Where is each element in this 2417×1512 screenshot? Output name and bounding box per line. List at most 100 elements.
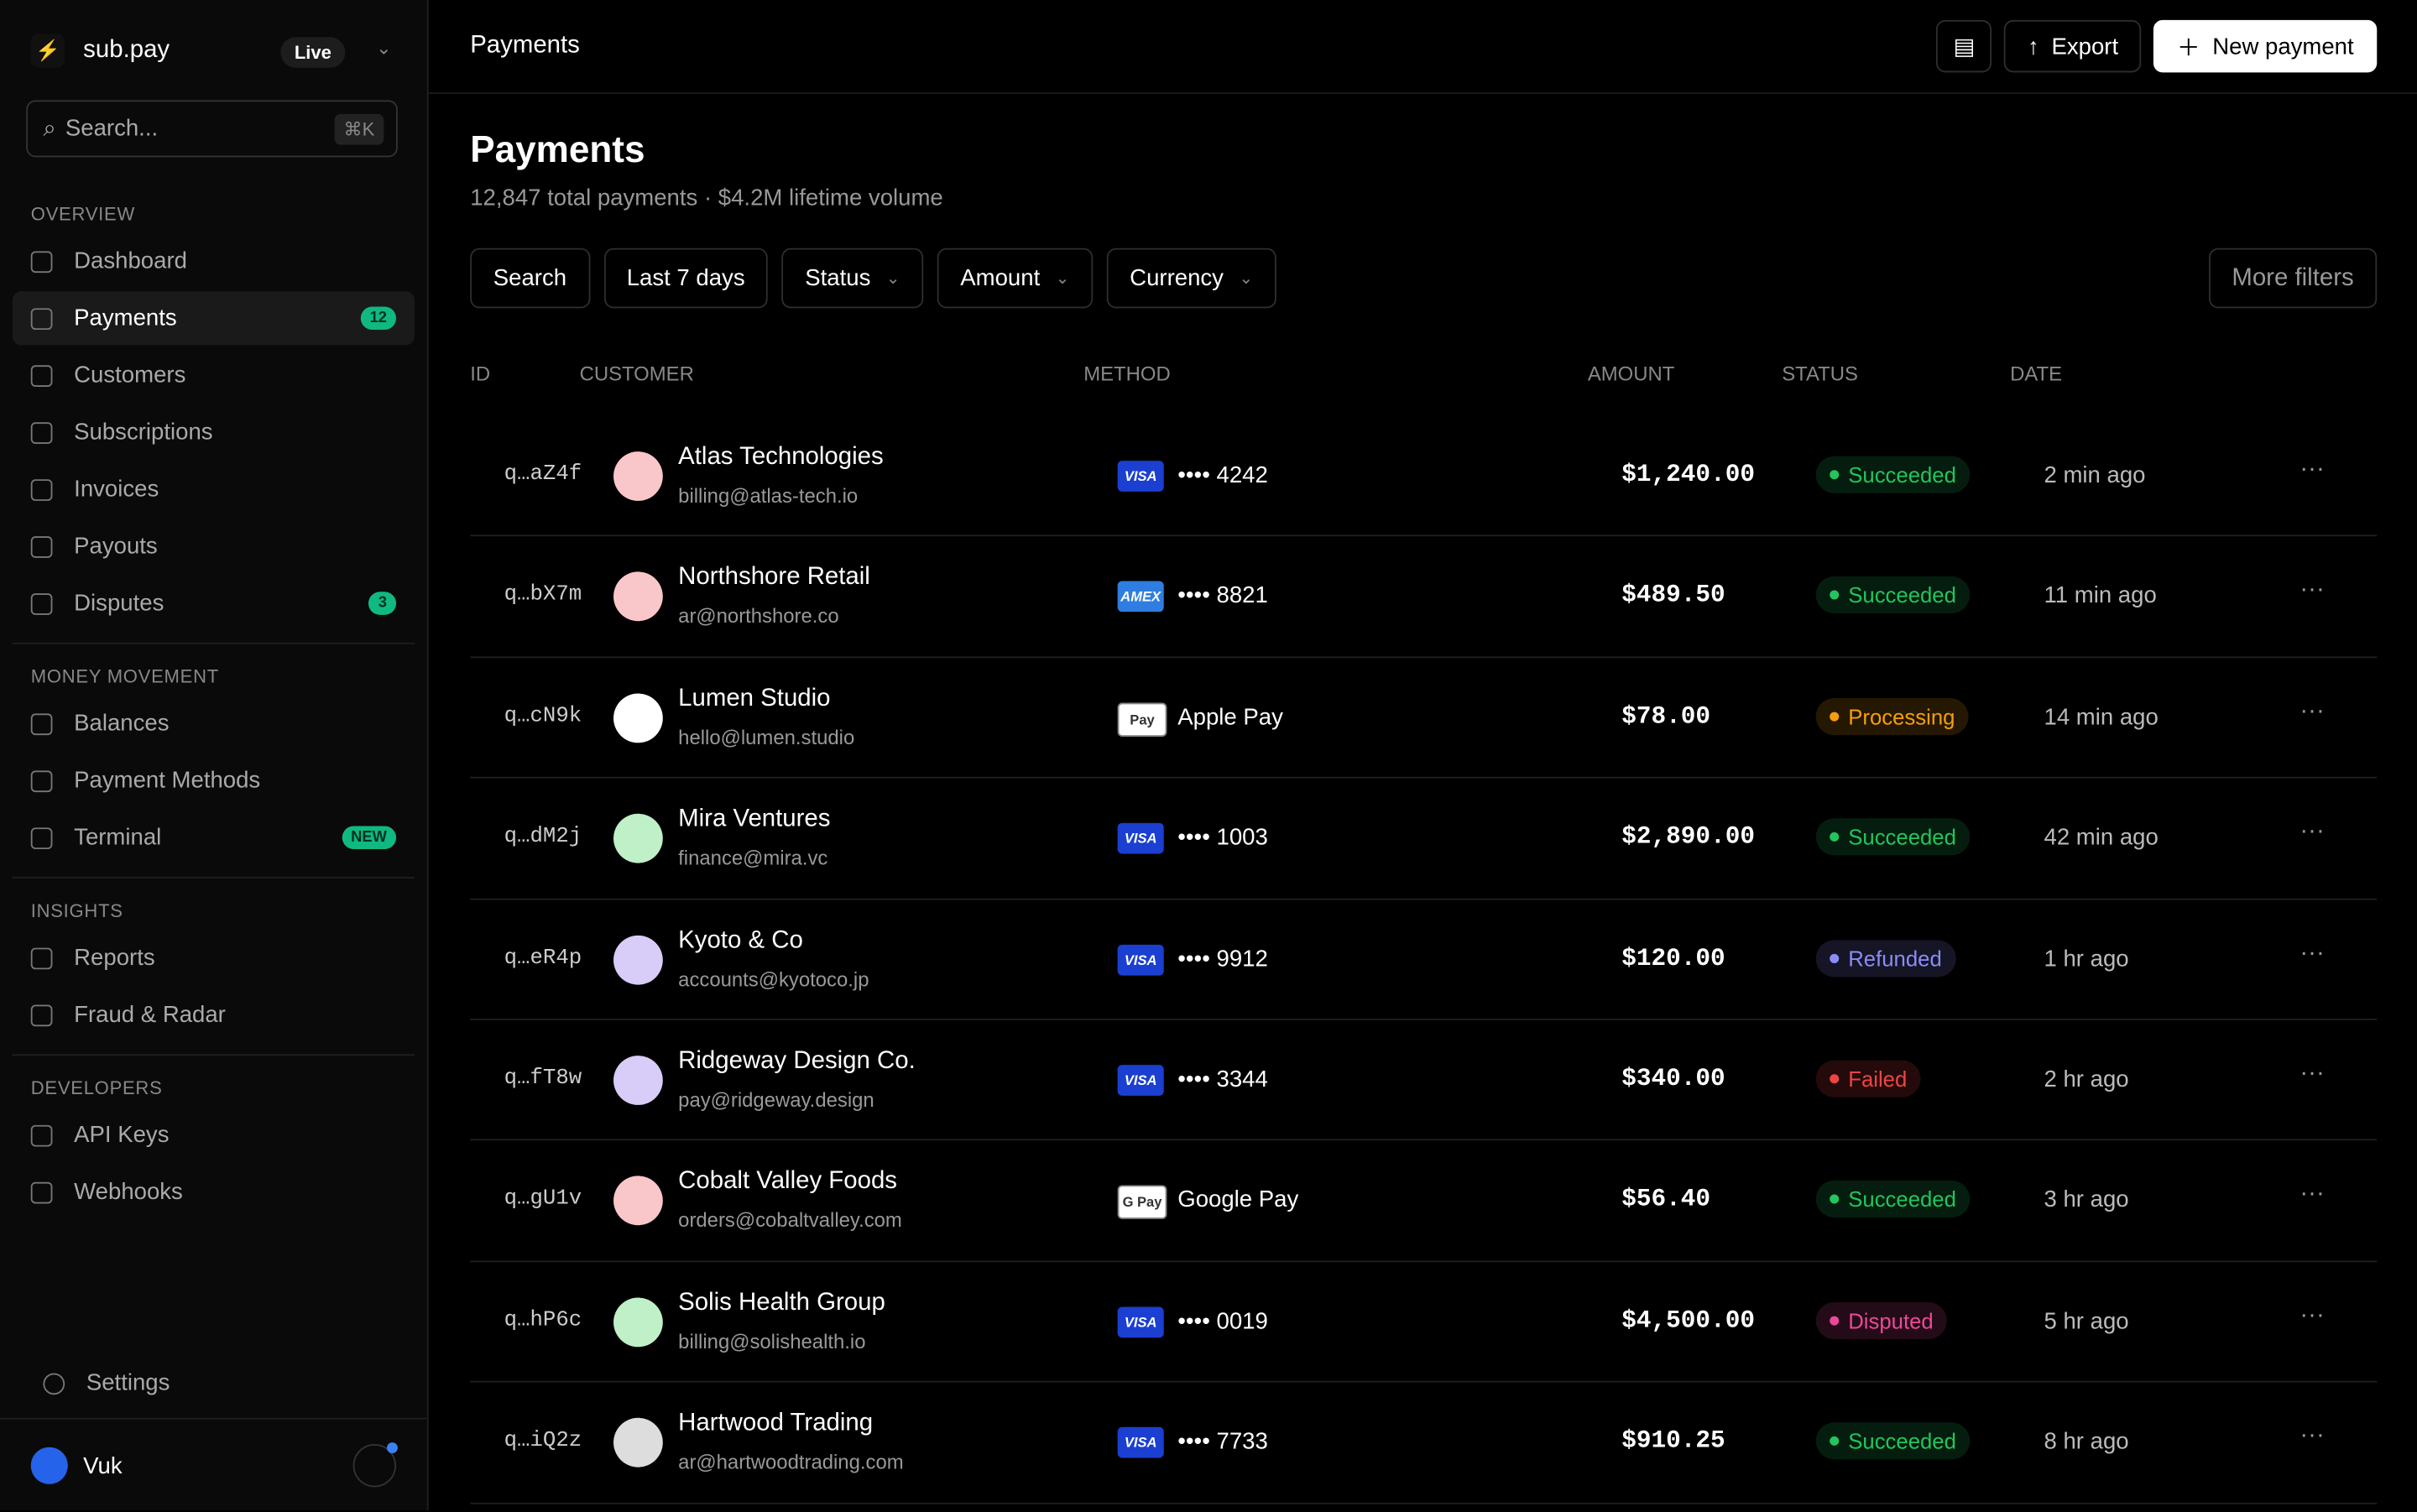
nav-item[interactable]: Disputes 3 — [13, 576, 415, 630]
table-row[interactable]: q…hP6c Solis Health Group billing@solishea… — [470, 1262, 2378, 1383]
filter-label: Status — [805, 264, 871, 292]
nav-item[interactable]: Webhooks — [13, 1165, 415, 1219]
brand-logo: AMEX — [1117, 581, 1164, 613]
export-label: Export — [2051, 33, 2119, 60]
brand[interactable]: ⚡ sub.pay — [30, 34, 170, 68]
icon — [30, 535, 53, 557]
status-dot — [1830, 1316, 1840, 1326]
section-title: DEVELOPERS — [30, 1077, 163, 1099]
more-filters[interactable]: More filters — [2208, 248, 2378, 309]
row-menu[interactable]: ··· — [2300, 456, 2325, 482]
nav-settings[interactable]: Settings — [24, 1356, 402, 1410]
row-menu[interactable]: ··· — [2300, 576, 2325, 603]
section-title: INSIGHTS — [30, 899, 123, 922]
avatar — [613, 814, 663, 863]
date: 2 hr ago — [2044, 1066, 2129, 1093]
payment-id: q…fT8w — [504, 1066, 582, 1092]
new-payment-button[interactable]: ＋ New payment — [2153, 19, 2378, 73]
nav-item[interactable]: Payments 12 — [12, 291, 415, 346]
status-pill: Succeeded — [1815, 818, 1971, 856]
sidebar-search[interactable]: ⌕ Search... ⌘K — [26, 100, 398, 158]
filter-button[interactable]: Status ⌄ — [781, 248, 924, 309]
brand-logo: VISA — [1117, 461, 1164, 492]
table-row[interactable]: q…eR4p Kyoto & Co accounts@kyotoco.jp VISA •… — [470, 899, 2378, 1020]
filter-button[interactable]: Last 7 days — [603, 248, 769, 309]
status-pill: Succeeded — [1815, 1181, 1971, 1218]
status-dot — [1830, 1074, 1840, 1084]
sidebar: ⚡ sub.pay Live ⌄ ⌕ Search... ⌘K OVERVIEW Das… — [0, 0, 429, 1510]
customer-name: Atlas Technologies — [678, 443, 884, 471]
user[interactable]: Vuk — [0, 1417, 427, 1512]
icon — [30, 478, 53, 501]
row-menu[interactable]: ··· — [2300, 939, 2325, 966]
status-dot — [1830, 1436, 1840, 1447]
row-menu[interactable]: ··· — [2300, 818, 2325, 845]
table-row[interactable]: q…aZ4f Atlas Technologies billing@atlas-te… — [470, 416, 2378, 537]
row-menu[interactable]: ··· — [2300, 697, 2325, 724]
date: 11 min ago — [2044, 583, 2157, 610]
customer-name: Hartwood Trading — [678, 1410, 874, 1437]
nav-item[interactable]: Customers — [13, 348, 415, 402]
nav-item[interactable]: Terminal NEW — [13, 811, 415, 864]
table-row[interactable]: q…fT8w Ridgeway Design Co. pay@ridgeway.de… — [470, 1020, 2378, 1141]
customer-email: ar@northshore.co — [678, 604, 839, 628]
status-dot — [1830, 1195, 1840, 1205]
date: 1 hr ago — [2044, 945, 2129, 972]
nav-badge: 3 — [368, 592, 397, 615]
nav-item[interactable]: Balances — [13, 696, 415, 750]
env-badge[interactable]: Live — [280, 37, 346, 68]
nav-item[interactable]: API Keys — [13, 1108, 415, 1162]
nav-item[interactable]: Fraud & Radar — [13, 988, 415, 1041]
doc-button[interactable]: ▤ — [1936, 19, 1992, 73]
amount: $78.00 — [1621, 702, 1711, 731]
avatar — [613, 1297, 663, 1347]
table-row[interactable]: q…cN9k Lumen Studio hello@lumen.studio Pay A… — [470, 658, 2378, 779]
status-label: Refunded — [1848, 945, 1942, 971]
notifications[interactable] — [352, 1442, 398, 1488]
avatar — [30, 1447, 68, 1484]
avatar — [613, 451, 663, 501]
nav-item[interactable]: Payment Methods — [13, 753, 415, 807]
nav-item[interactable]: Subscriptions — [13, 405, 415, 459]
icon — [30, 421, 53, 444]
icon — [30, 826, 53, 849]
search-placeholder: Search... — [65, 115, 159, 142]
table-row[interactable]: q…gU1v Cobalt Valley Foods orders@cobaltva… — [470, 1141, 2378, 1262]
status-pill: Processing — [1815, 697, 1969, 735]
row-menu[interactable]: ··· — [2300, 1422, 2325, 1449]
nav-label: Balances — [74, 710, 170, 737]
nav-item[interactable]: Reports — [13, 931, 415, 984]
customer-email: ar@hartwoodtrading.com — [678, 1450, 904, 1474]
nav-item[interactable]: Dashboard — [13, 234, 415, 288]
table-row[interactable]: q…iQ2z Hartwood Trading ar@hartwoodtrading… — [470, 1383, 2378, 1504]
row-menu[interactable]: ··· — [2300, 1181, 2325, 1207]
payment-id: q…hP6c — [504, 1307, 582, 1333]
amount: $340.00 — [1621, 1065, 1725, 1093]
export-button[interactable]: ↑ Export — [2004, 19, 2142, 73]
env-chevron[interactable]: ⌄ — [376, 37, 392, 59]
status-label: Succeeded — [1848, 1186, 1956, 1212]
payment-id: q…bX7m — [504, 583, 582, 608]
filter-button[interactable]: Amount ⌄ — [937, 248, 1094, 309]
icon — [30, 364, 53, 387]
table-row[interactable]: q…bX7m Northshore Retail ar@northshore.co A… — [470, 537, 2378, 658]
column-header: ID — [470, 362, 491, 386]
customer-name: Northshore Retail — [678, 564, 870, 592]
main: Payments ▤ ↑ Export ＋ New payment Payments… — [428, 0, 2417, 1510]
amount: $56.40 — [1621, 1186, 1711, 1214]
status-label: Succeeded — [1848, 583, 1956, 608]
amount: $1,240.00 — [1621, 461, 1755, 489]
nav-item[interactable]: Payouts — [13, 519, 415, 573]
filter-button[interactable]: Currency ⌄ — [1106, 248, 1276, 309]
table-row[interactable]: q…dM2j Mira Ventures finance@mira.vc VISA ••… — [470, 779, 2378, 899]
icon — [30, 712, 53, 735]
row-menu[interactable]: ··· — [2300, 1301, 2325, 1328]
chevron: ⌄ — [885, 269, 901, 289]
filter-button[interactable]: Search — [470, 248, 590, 309]
user-name: Vuk — [83, 1452, 123, 1479]
topbar: Payments ▤ ↑ Export ＋ New payment — [428, 0, 2417, 95]
nav-item[interactable]: Invoices — [13, 462, 415, 516]
avatar — [613, 1176, 663, 1226]
filters: Search Last 7 days Status ⌄ Amount ⌄ Currency ⌄… — [470, 248, 2378, 309]
row-menu[interactable]: ··· — [2300, 1060, 2325, 1087]
